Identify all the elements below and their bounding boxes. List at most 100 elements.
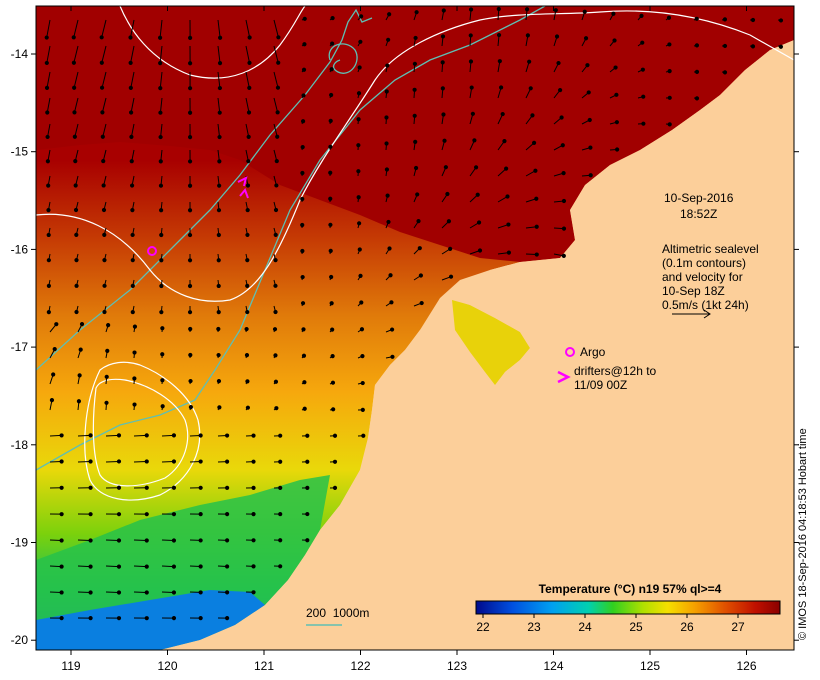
velocity-vector-head [468,33,473,38]
sst-warm-pool [36,6,794,262]
velocity-vector [217,123,221,138]
velocity-vector-head [198,459,203,464]
velocity-vector-head [412,113,417,118]
velocity-vector-head [356,117,361,122]
velocity-vector-head [245,379,250,384]
velocity-vector-head [332,485,338,491]
velocity-vector-head [44,35,49,40]
velocity-vector-head [217,134,222,140]
velocity-vector-head [667,122,672,127]
velocity-vector-head [171,512,177,517]
velocity-vector-head [301,353,307,358]
velocity-vector-head [59,538,64,543]
velocity-vector-head [171,485,177,490]
velocity-vector [47,123,51,138]
velocity-vector-head [73,183,78,188]
sealevel-contour [119,6,306,79]
velocity-vector-head [225,459,230,464]
velocity-vector-head [329,67,334,72]
velocity-vector-head [188,378,193,384]
velocity-vector-head [554,34,560,39]
velocity-vector-head [72,110,77,115]
velocity-vector-head [217,85,223,91]
colorbar-tick-label: 23 [527,620,541,634]
velocity-vector-head [556,60,561,66]
velocity-vector-head [198,564,203,569]
velocity-vector-head [360,380,365,386]
velocity-vector-head [328,248,333,253]
coastline-land [160,40,794,650]
x-tick-label: 124 [543,659,563,673]
velocity-vector [133,460,147,463]
velocity-vector-head [88,485,93,490]
velocity-vector-head [667,69,672,74]
velocity-vector-head [359,14,364,19]
velocity-vector-head [246,159,251,164]
velocity-vector-head [128,85,133,90]
velocity-vector-head [560,143,565,148]
velocity-vector-head [130,232,135,238]
velocity-vector-head [130,258,135,263]
velocity-vector-head [188,352,193,358]
velocity-vector [159,71,163,89]
velocity-vector-head [217,405,222,410]
velocity-vector [245,19,251,38]
velocity-vector [133,539,147,542]
velocity-vector [217,97,221,113]
isobath-legend-label: 200 1000m [306,606,370,620]
velocity-vector-head [99,85,105,90]
velocity-vector-head [275,85,281,90]
velocity-vector-head [305,459,310,464]
velocity-vector-head [251,512,256,517]
velocity-vector-head [440,60,445,65]
argo-float-marker[interactable] [147,246,157,256]
velocity-vector-head [301,327,306,332]
velocity-vector-head [49,398,55,403]
drifters-label: drifters@12h to 11/09 00Z [574,364,656,392]
x-tick-label: 122 [350,659,370,673]
velocity-vector-head [247,85,252,90]
velocity-vector-head [73,158,78,164]
velocity-vector [133,591,147,594]
velocity-vector-head [413,35,418,41]
isobath-contour [36,8,373,371]
velocity-vector-head [105,348,110,353]
velocity-vector-head [224,433,230,438]
velocity-vector-head [472,138,477,143]
velocity-vector-head [611,11,616,16]
drifter-marker[interactable] [237,176,249,199]
velocity-vector-head [88,616,93,621]
velocity-vector-head [45,134,50,140]
velocity-vector [46,97,51,113]
velocity-vector-head [561,198,567,204]
velocity-vector-head [157,35,163,40]
altimetry-line-1: Altimetric sealevel [662,242,759,256]
velocity-vector-head [531,140,537,145]
velocity-vector [101,97,107,113]
velocity-vector-head [171,538,177,543]
velocity-vector-head [88,433,93,438]
velocity-vector-head [386,37,391,42]
velocity-vector-head [561,226,567,231]
velocity-vector-head [51,372,56,377]
velocity-vector [217,19,221,38]
velocity-vector-head [187,110,193,115]
velocity-vector-head [102,258,107,263]
velocity-vector-head [158,134,163,140]
sst-coldest-patch [36,590,265,650]
velocity-vector-head [74,232,79,237]
x-tick-label: 126 [736,659,756,673]
velocity-vector-head [251,590,256,595]
velocity-vector-head [558,87,563,93]
velocity-vector [217,45,221,64]
velocity-vector-head [116,459,122,464]
velocity-vector-head [328,144,333,149]
velocity-vector-head [100,134,105,139]
velocity-vector-head [132,376,137,381]
velocity-vector-head [188,405,194,410]
velocity-vector-head [116,485,122,490]
velocity-vector-head [300,170,305,176]
velocity-vector-head [130,283,135,288]
velocity-vector-head [384,141,389,146]
